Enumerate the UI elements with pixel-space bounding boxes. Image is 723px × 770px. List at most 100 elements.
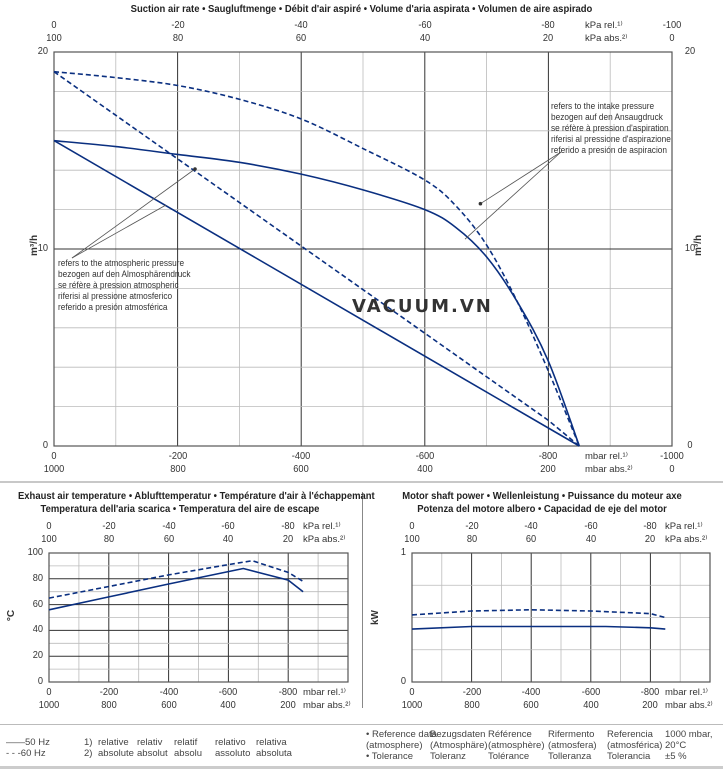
temp-chart-title-1: Exhaust air temperature • Ablufttemperat…	[18, 490, 375, 502]
note-line: riferisi al pressione atmosferico	[58, 291, 173, 301]
footnote-term: relativa	[256, 737, 287, 748]
top-tick-abs: 40	[223, 533, 234, 545]
pointer-line-atmos-60	[71, 168, 196, 259]
bottom-tick-rel: -800	[278, 686, 298, 698]
top-tick-rel: -60	[584, 520, 598, 532]
pointer-dot	[478, 201, 483, 206]
series-line-2	[53, 70, 581, 447]
note-line: referido a presión atmosférica	[58, 302, 168, 312]
pointer-dot	[193, 167, 197, 171]
bottom-tick-rel: -600	[415, 450, 435, 462]
bottom-tick-rel: -400	[521, 686, 541, 698]
bottom-tick-rel: -800	[539, 450, 558, 462]
series-line-2	[48, 559, 304, 599]
note-line: se réfère à pression atmospheric	[58, 280, 179, 290]
reference-cell: Tolérance	[488, 751, 530, 762]
bottom-tick-abs: 800	[101, 699, 117, 711]
note-atmospheric-pressure: refers to the atmospheric pressure bezoge…	[58, 258, 191, 313]
y-tick-right: 10	[684, 242, 696, 254]
y-tick-right: 20	[684, 45, 696, 57]
footnote-term: relativo	[215, 737, 246, 748]
bottom-tick-rel: -400	[291, 450, 311, 462]
bottom-tick-abs: 1000	[401, 699, 423, 711]
footnote-term: assoluto	[215, 748, 251, 759]
series-line-1	[48, 567, 304, 611]
reference-cell: ±5 %	[665, 751, 687, 762]
bottom-tick-abs: 200	[642, 699, 659, 711]
reference-cell: 20°C	[665, 740, 687, 751]
top-tick-rel: -40	[524, 520, 538, 532]
temp-y-unit: °C	[6, 609, 18, 622]
y-tick-left: 100	[27, 546, 43, 558]
top-tick-rel: -60	[221, 520, 236, 532]
bottom-tick-rel: -800	[641, 686, 660, 698]
main-chart-title: Suction air rate • Saugluftmenge • Débit…	[130, 3, 593, 15]
bottom-tick-abs: 400	[220, 699, 237, 711]
bottom-unit-abs: mbar abs.²⁾	[585, 464, 633, 475]
bottom-tick-rel: -600	[219, 686, 238, 698]
bottom-tick-abs: 1000	[43, 463, 65, 475]
series-line-1	[53, 139, 581, 447]
series-line-1	[411, 625, 666, 630]
bottom-tick-rel: 0	[51, 450, 57, 462]
reference-cell: Rifermento	[548, 729, 595, 740]
power-y-unit: kW	[370, 610, 381, 625]
top-unit-rel: kPa rel.¹⁾	[585, 20, 623, 31]
reference-cell: (atmosférica)	[607, 740, 663, 751]
top-unit-abs: kPa abs.²⁾	[665, 534, 708, 545]
top-tick-abs: 20	[543, 32, 554, 44]
y-tick-right: 0	[687, 439, 693, 451]
bottom-tick-abs: 600	[293, 463, 309, 475]
bottom-tick-abs: 800	[463, 699, 480, 711]
bottom-tick-rel: -400	[159, 686, 178, 698]
top-tick-abs: 40	[585, 533, 596, 545]
y-tick-left: 0	[42, 439, 48, 451]
top-tick-rel: 0	[409, 520, 415, 532]
note-line: riferisi al pressione d'aspirazione	[551, 134, 671, 144]
note-line: refers to the atmospheric pressure	[58, 258, 185, 268]
y-tick-left: 0	[37, 675, 43, 687]
top-tick-abs: 100	[46, 32, 62, 44]
bottom-tick-rel: -600	[581, 686, 601, 698]
y-tick-left: 20	[37, 45, 48, 57]
top-tick-rel: -80	[643, 520, 658, 532]
footnote-term: absolu	[174, 748, 202, 759]
top-tick-abs: 20	[283, 533, 294, 545]
series-line-3	[53, 139, 580, 447]
top-unit-abs: kPa abs.²⁾	[585, 33, 628, 44]
y-tick-left: 1	[400, 546, 406, 558]
series-line-4	[53, 71, 580, 447]
reference-cell: 1000 mbar,	[665, 729, 713, 740]
top-tick-rel: -80	[281, 520, 295, 532]
power-chart-title-1: Motor shaft power • Wellenleistung • Pui…	[402, 490, 682, 502]
plot-frame	[53, 51, 673, 447]
pointer-line-atmos-50	[71, 204, 167, 259]
bottom-tick-abs: 0	[669, 463, 675, 475]
footnote-term: relativ	[137, 737, 163, 748]
pointer-line-intake-50	[464, 151, 562, 240]
top-tick-rel: -80	[541, 19, 556, 31]
bottom-unit-rel: mbar rel.¹⁾	[585, 451, 628, 462]
note-line: referido a presión de aspiracion	[551, 145, 667, 155]
bottom-tick-abs: 400	[417, 463, 433, 475]
note-line: bezogen auf den Almosphärendruck	[58, 269, 191, 279]
top-tick-abs: 100	[41, 533, 57, 545]
legend-series: ——50 Hz - - -60 Hz	[6, 737, 50, 759]
bottom-unit-abs: mbar abs.²⁾	[303, 700, 351, 711]
bottom-tick-abs: 400	[583, 699, 599, 711]
footnote-number: 2)	[84, 748, 93, 759]
bottom-tick-rel: 0	[46, 686, 52, 698]
bottom-unit-rel: mbar rel.¹⁾	[665, 687, 708, 698]
reference-cell: • Reference data	[366, 729, 437, 740]
top-tick-abs: 80	[172, 32, 183, 44]
top-tick-abs: 40	[419, 32, 430, 44]
top-tick-rel: -20	[464, 520, 479, 532]
bottom-tick-abs: 600	[160, 699, 177, 711]
panel-divider	[362, 492, 363, 708]
bottom-tick-rel: -200	[99, 686, 119, 698]
bottom-tick-rel: -200	[168, 450, 187, 462]
top-tick-rel: -40	[161, 520, 176, 532]
plot-frame	[48, 552, 349, 683]
watermark: VACUUM.VN	[352, 296, 493, 317]
